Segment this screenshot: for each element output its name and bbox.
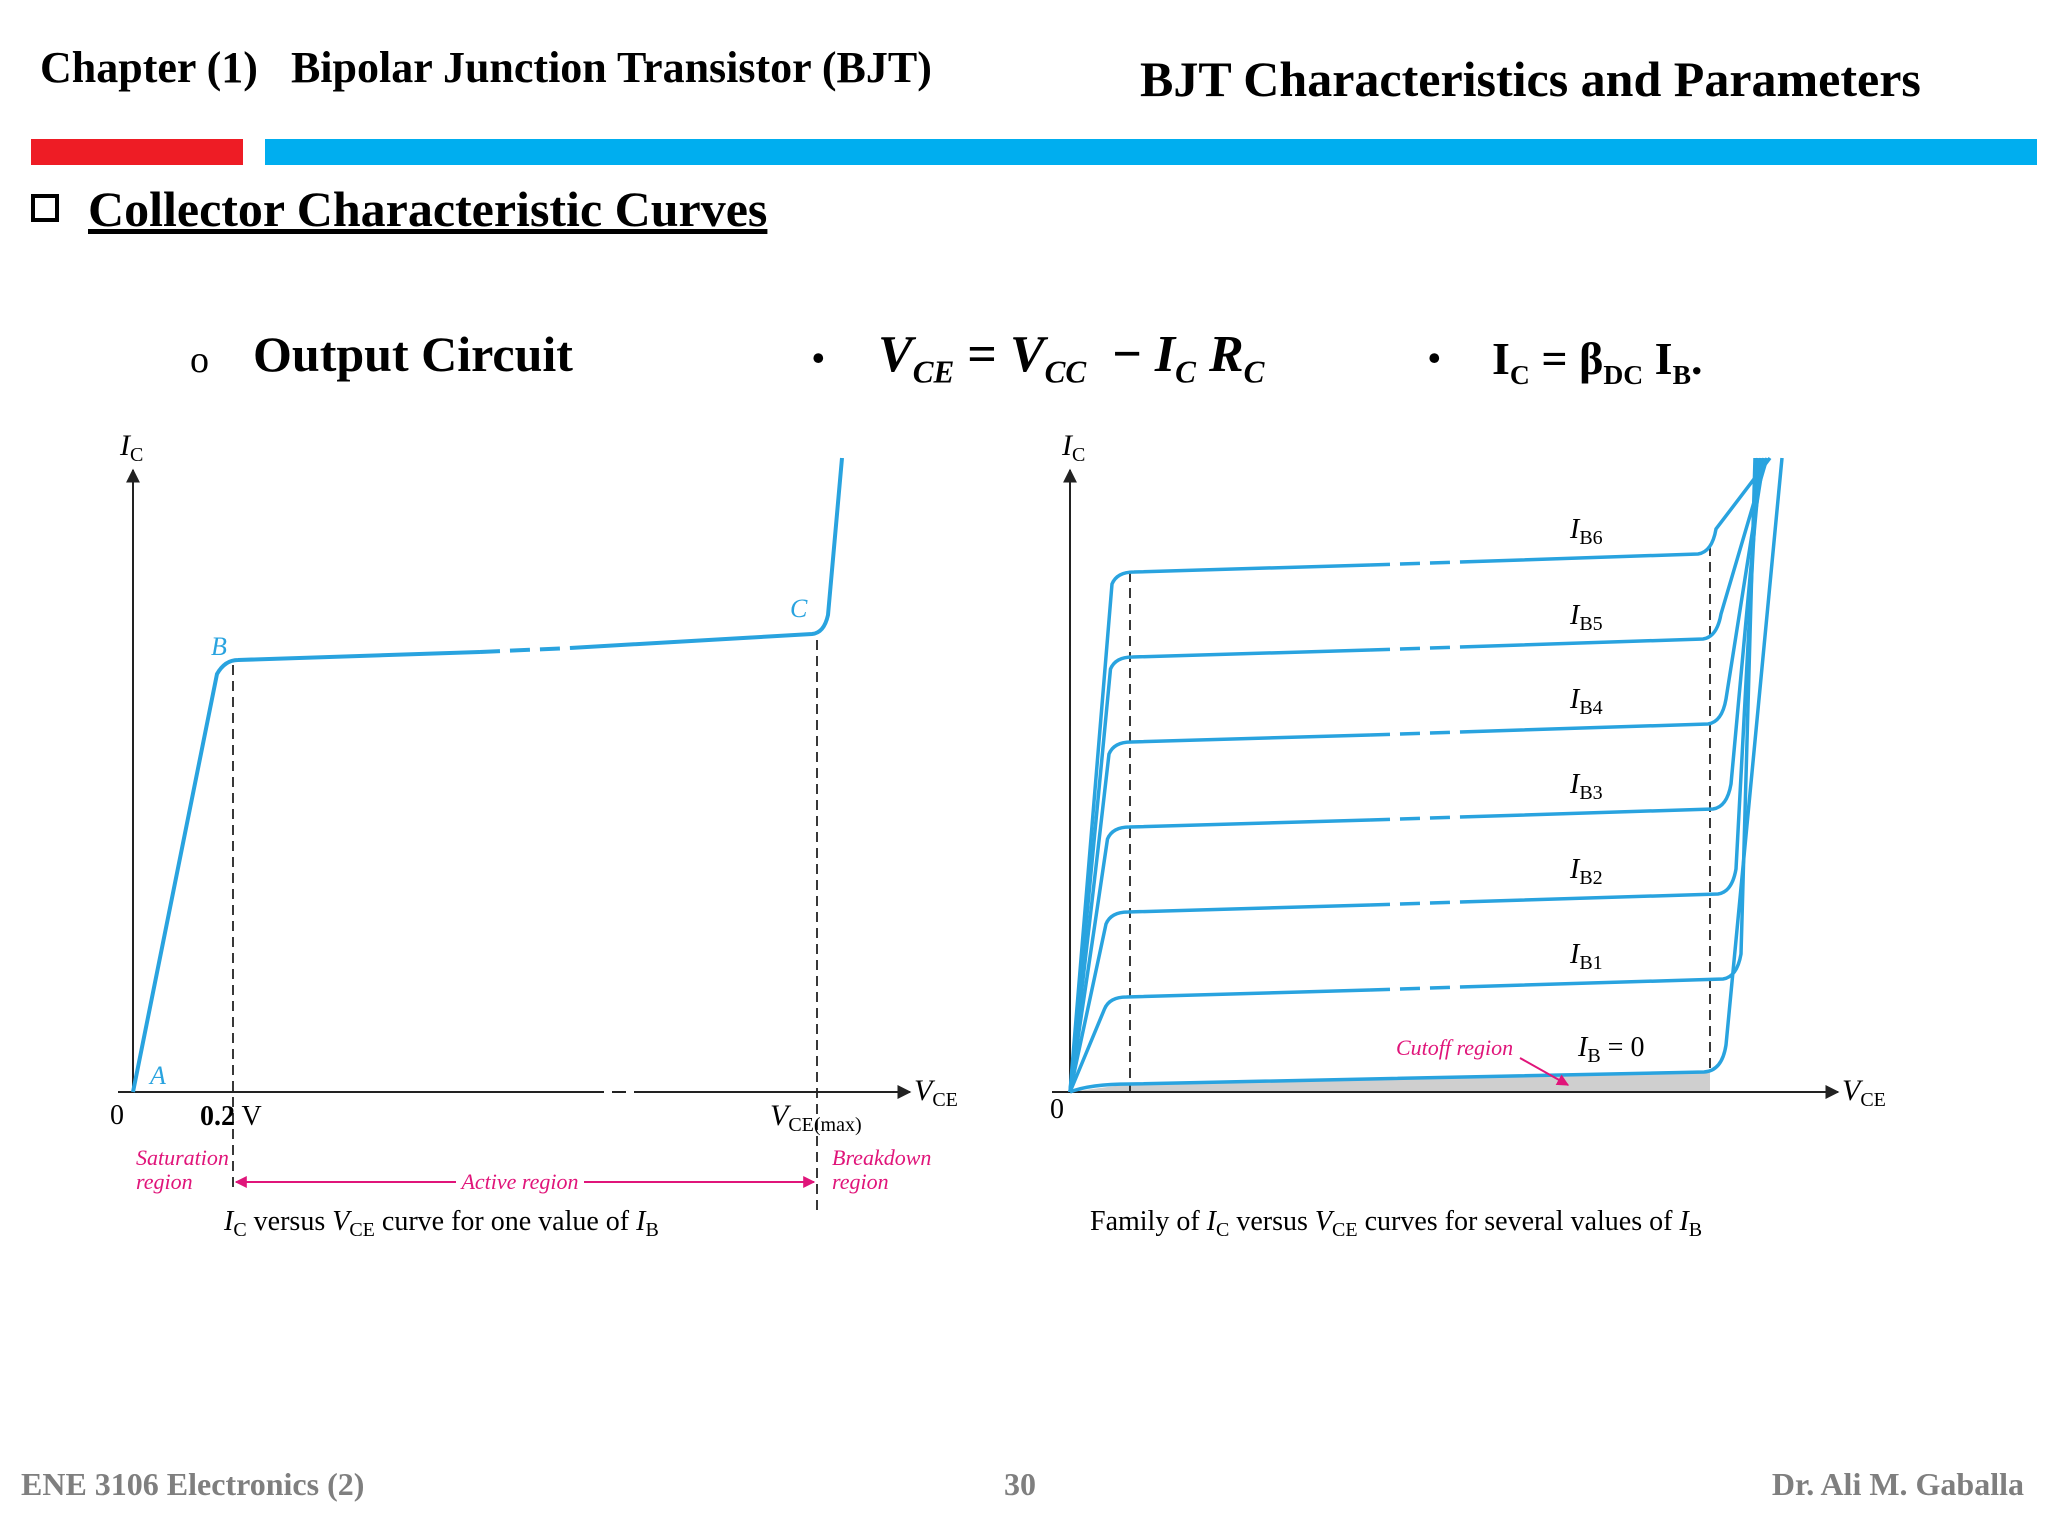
eq-part: C [1243, 354, 1265, 390]
right-y-axis-label: IC [1061, 429, 1085, 466]
ib-curve-label: IB6 [1569, 514, 1603, 549]
active-region-label: Active region [459, 1169, 578, 1194]
ib5-curve [1369, 645, 1461, 652]
left-y-axis-label: IC [119, 429, 143, 466]
family-curves-diagram: IB6 IB5 IB4 IB3 IB2 IB1 IC VCE 0 IB = 0 Cutof… [1050, 429, 1886, 1241]
right-origin-label: 0 [1050, 1094, 1064, 1125]
breakdown-region-label: Breakdown region [832, 1145, 931, 1194]
ib1-curve [1068, 988, 1371, 1093]
ib3-curve [1369, 815, 1461, 822]
section-title: Collector Characteristic Curves [88, 181, 768, 237]
right-x-axis-label: VCE [1842, 1074, 1886, 1111]
equation-vce: VCE = VCC − IC RC [878, 325, 1264, 390]
ib6-curve [1459, 456, 1772, 564]
ib4-curve [1068, 733, 1371, 1093]
ib-curve-label: IB3 [1569, 769, 1603, 804]
ib2-curve [1068, 903, 1371, 1093]
eq-part: β [1579, 333, 1604, 384]
single-curve-diagram: IC VCE 0 A B C 0.2 V VCE(max) Saturation… [110, 429, 958, 1241]
red-divider-bar [31, 139, 243, 165]
footer-page-number: 30 [1004, 1466, 1036, 1502]
eq-part: I [1492, 333, 1510, 384]
footer-course: ENE 3106 Electronics (2) [21, 1466, 365, 1502]
eq-part: C [1509, 359, 1530, 391]
ib3-curve [1459, 457, 1763, 819]
left-caption: IC versus VCE curve for one value of IB [223, 1206, 659, 1241]
subsection-title: Output Circuit [253, 326, 573, 382]
eq-part: I [1154, 326, 1176, 383]
ib2-curve [1369, 900, 1461, 907]
topic-title: BJT Characteristics and Parameters [1140, 51, 1921, 107]
ib-curve-labels: IB6 IB5 IB4 IB3 IB2 IB1 [1569, 514, 1603, 974]
ib6-curve [1369, 560, 1461, 567]
cutoff-region-label: Cutoff region [1396, 1035, 1513, 1060]
eq-part: DC [1603, 359, 1644, 391]
checkbox-bullet-icon [31, 194, 59, 222]
ib4-curve [1369, 730, 1461, 737]
eq-part: B [1672, 359, 1691, 391]
ib-curve-label: IB1 [1569, 939, 1603, 974]
ib-curve-label: IB5 [1569, 600, 1603, 635]
vce-max-label: VCE(max) [770, 1099, 862, 1136]
point-c-label: C [790, 594, 808, 623]
eq-part: V [878, 326, 913, 383]
ib-curve-label: IB4 [1569, 684, 1603, 719]
point-b-label: B [211, 632, 227, 661]
ib-curve-family [1068, 456, 1784, 1094]
ic-curve [569, 457, 844, 650]
ib-curve-label: IB2 [1569, 854, 1603, 889]
ic-curve [131, 650, 481, 1093]
chapter-title: Chapter (1) Bipolar Junction Transistor … [40, 43, 932, 92]
ib4-curve [1459, 457, 1766, 734]
eq-part: C [1175, 354, 1196, 390]
bullet-dot-icon: • [812, 338, 825, 378]
cutoff-region-arrow [1519, 1057, 1570, 1086]
ib6-curve [1068, 563, 1371, 1093]
eq-part: I [1643, 333, 1673, 384]
ic-curve-break [479, 646, 571, 654]
right-caption: Family of IC versus VCE curves for sever… [1090, 1206, 1702, 1241]
footer-author: Dr. Ali M. Gaballa [1771, 1466, 2024, 1502]
ib2-curve [1459, 457, 1760, 904]
eq-part: = [1529, 333, 1580, 384]
ib-zero-label: IB = 0 [1577, 1032, 1644, 1067]
eq-part: . [1690, 333, 1703, 384]
tick-02v-label: 0.2 V [200, 1101, 262, 1132]
eq-part: CE [912, 354, 955, 390]
eq-part: V [1009, 326, 1045, 383]
saturation-region-label: Saturation region [136, 1145, 229, 1194]
ib0-curve [1069, 457, 1784, 1094]
blue-divider-bar [265, 139, 2037, 165]
point-a-label: A [148, 1061, 166, 1090]
cutoff-region-shading [1070, 1072, 1710, 1092]
ib5-curve [1459, 457, 1769, 649]
left-x-axis-label: VCE [914, 1074, 958, 1111]
bullet-dot-icon: • [1428, 338, 1441, 378]
ib1-curve [1369, 985, 1461, 992]
circle-bullet-icon: o [190, 339, 209, 381]
eq-part: R [1195, 326, 1244, 383]
left-origin-label: 0 [110, 1100, 124, 1131]
equation-ic: IC = βDC IB. [1492, 332, 1702, 391]
eq-part: = [954, 326, 1010, 383]
eq-part: − [1086, 326, 1155, 383]
eq-part: CC [1044, 354, 1087, 390]
ib5-curve [1068, 648, 1371, 1093]
ib3-curve [1068, 818, 1371, 1093]
